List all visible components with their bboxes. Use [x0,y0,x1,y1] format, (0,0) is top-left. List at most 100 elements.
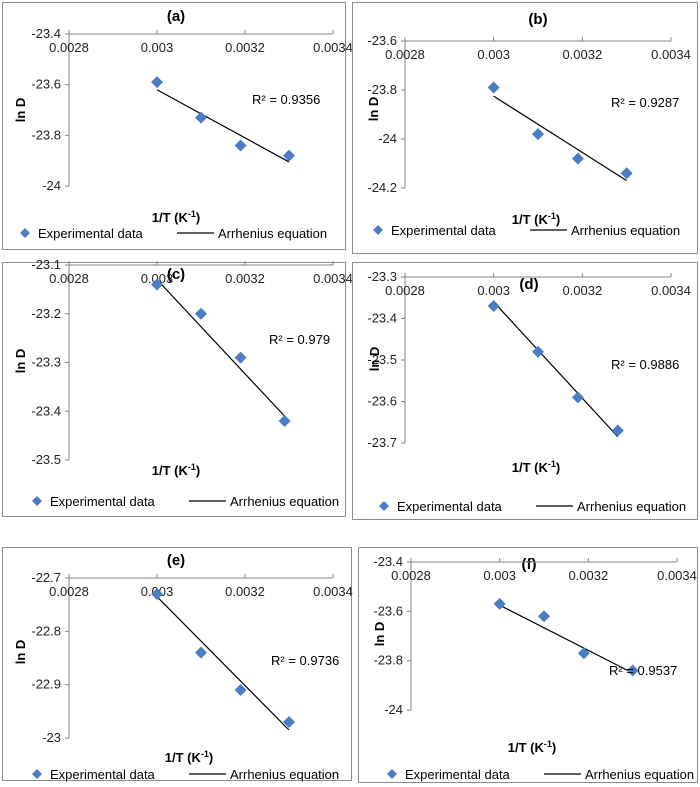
x-tick-label: 0.0034 [651,47,691,62]
chart-panel-e: (e)-22.7-22.8-22.9-230.00280.0030.00320.… [2,547,353,782]
y-axis-label: ln D [13,640,28,665]
data-point [577,647,590,660]
data-point [151,76,163,89]
x-tick-label: 0.003 [477,47,510,62]
y-tick-label: -24 [378,131,397,146]
chart-title: (f) [522,556,537,573]
y-tick-label: -23.6 [31,77,61,92]
trendline-arrhenius [156,89,290,163]
x-tick-label: 0.0032 [225,40,265,55]
data-point [151,588,163,600]
chart-a: (a) -23.4 -23.6 -23.8 -24 0.0028 0.003 0.0032 0.… [13,8,353,241]
x-tick-label: 0.0032 [562,47,602,62]
r-squared-label: R² = 0.979 [269,332,330,347]
x-axis-label: 1/T (K-1) [508,739,556,755]
data-point [487,300,500,313]
legend-label-arrhenius: Arrhenius equation [230,767,339,782]
y-axis-label: ln D [13,98,28,123]
y-tick-label: -22.8 [31,623,61,638]
y-axis-label: ln D [367,347,382,372]
data-point [234,351,247,364]
y-tick-label: -23.5 [367,352,397,367]
legend-marker-icon [387,769,397,779]
legend-marker-icon [32,496,42,506]
chart-f: (f) -23.4 -23.6 -23.8 -24 0.0028 0.003 0.0032 0.… [372,554,697,782]
data-point [532,128,544,141]
legend-marker-icon [379,501,389,511]
legend-label-arrhenius: Arrhenius equation [585,767,694,782]
x-tick-label: 0.0028 [385,47,425,62]
data-point [538,610,550,623]
data-point [195,307,207,320]
y-tick-label: -23.3 [367,269,397,284]
y-tick-label: -22.7 [31,570,61,585]
y-tick-label: -24.2 [367,180,397,195]
chart-title: (d) [519,276,538,293]
x-tick-label: 0.0034 [657,568,697,583]
y-tick-label: -23.7 [367,435,397,450]
x-tick-label: 0.003 [483,568,516,583]
legend-label-experimental: Experimental data [50,767,156,782]
y-tick-label: -24 [384,702,403,717]
x-tick-label: 0.0028 [391,568,431,583]
data-point [493,597,506,610]
y-axis-label: ln D [366,97,381,122]
x-tick-label: 0.0034 [313,584,353,599]
legend-label-arrhenius: Arrhenius equation [577,499,686,514]
legend-label-experimental: Experimental data [38,226,144,241]
chart-d: (d) -23.3 -23.4 -23.5 -23.6 -23.7 0.0028 0.003 0… [367,269,691,514]
chart-title: (a) [167,8,185,25]
data-point [571,391,584,404]
y-axis-label: ln D [13,349,28,374]
x-tick-label: 0.0028 [385,283,425,298]
y-tick-label: -23.4 [31,403,61,418]
legend-label-arrhenius: Arrhenius equation [230,494,339,509]
x-tick-label: 0.0032 [562,283,602,298]
chart-title: (b) [528,11,547,28]
x-axis-label: 1/T (K-1) [165,749,213,765]
x-axis-label: 1/T (K-1) [152,209,200,225]
chart-panel-d: (d) -23.3 -23.4 -23.5 -23.6 -23.7 0.0028 0.003 0… [352,262,698,520]
y-tick-label: -23.6 [367,33,397,48]
y-tick-label: -23.6 [367,394,397,409]
legend-marker-icon [20,228,30,238]
y-tick-label: -23.8 [373,653,403,668]
legend-marker-icon [32,769,42,779]
legend-label-arrhenius: Arrhenius equation [218,226,327,241]
trendline-arrhenius [493,95,627,182]
legend-label-experimental: Experimental data [391,223,497,238]
chart-title: (c) [167,266,185,283]
chart-b: (b) -23.6 -23.8 -24 -24.2 0.0028 0.003 0.0032 0.… [366,11,691,238]
x-axis-label: 1/T (K-1) [152,462,200,478]
y-tick-label: -23.8 [367,82,397,97]
chart-title: (e) [167,552,185,569]
trendline-arrhenius [499,604,633,674]
chart-panel-a: (a) -23.4 -23.6 -23.8 -24 0.0028 0.003 0.0032 0.… [2,2,353,250]
x-tick-label: 0.0028 [49,40,89,55]
legend-label-arrhenius: Arrhenius equation [571,223,680,238]
y-tick-label: -23.1 [31,257,61,272]
legend-label-experimental: Experimental data [397,499,503,514]
x-axis-label: 1/T (K-1) [512,459,560,475]
data-point [611,424,624,437]
data-point [532,345,544,358]
r-squared-label: R² = 0.9356 [252,92,320,107]
r-squared-label: R² = 0.9736 [271,653,339,668]
legend-label-experimental: Experimental data [50,494,156,509]
data-point [626,664,639,677]
r-squared-label: R² = 0.9537 [609,663,677,678]
y-tick-label: -23.8 [31,127,61,142]
trendline-arrhenius [493,301,619,438]
data-point [234,139,247,152]
data-point [620,167,633,180]
y-tick-label: -23.6 [373,603,403,618]
trendline-arrhenius [156,279,286,417]
y-tick-label: -23.4 [373,554,403,569]
y-tick-label: -23.3 [31,355,61,370]
chart-panel-c: (c)-23.1-23.2-23.3-23.4-23.50.00280.0030… [2,257,353,517]
x-tick-label: 0.0028 [49,271,89,286]
r-squared-label: R² = 0.9886 [611,357,679,372]
legend-marker-icon [373,225,383,235]
data-point [278,415,291,427]
y-axis-label: ln D [372,622,387,647]
